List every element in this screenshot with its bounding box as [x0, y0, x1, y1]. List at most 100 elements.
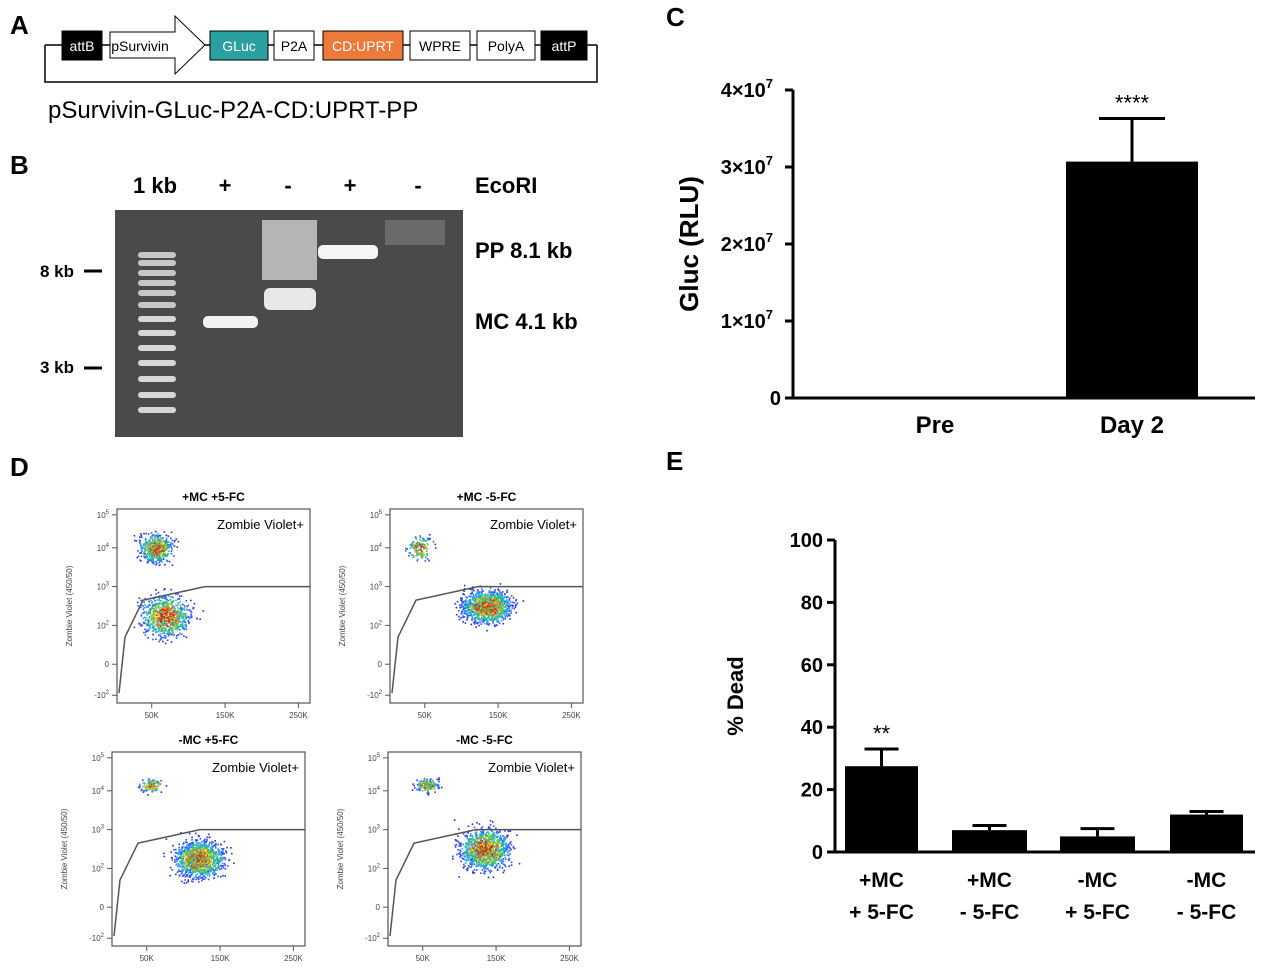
- event-dot: [185, 624, 187, 627]
- event-dot: [495, 624, 498, 626]
- event-dot: [151, 625, 154, 628]
- event-dot: [497, 589, 500, 592]
- event-dot: [171, 596, 173, 598]
- event-dot: [152, 556, 154, 558]
- event-dot: [486, 623, 488, 625]
- event-dot: [170, 856, 173, 859]
- event-dot: [175, 873, 177, 876]
- event-dot: [153, 556, 156, 559]
- event-dot: [501, 610, 503, 613]
- event-dot: [425, 540, 428, 542]
- event-dot: [164, 547, 166, 550]
- event-dot: [170, 541, 172, 544]
- event-dot: [203, 869, 206, 871]
- event-dot: [158, 616, 160, 619]
- event-dot: [144, 603, 146, 606]
- event-dot: [485, 599, 487, 602]
- event-dot: [470, 606, 473, 609]
- event-dot: [415, 554, 417, 557]
- event-dot: [491, 591, 494, 594]
- event-dot: [171, 604, 174, 607]
- event-dot: [492, 611, 494, 614]
- event-dot: [189, 875, 192, 878]
- event-dot: [172, 609, 174, 612]
- event-dot: [188, 862, 191, 864]
- event-dot: [177, 853, 180, 856]
- event-dot: [144, 557, 147, 559]
- construct-name: pSurvivin-GLuc-P2A-CD:UPRT-PP: [48, 97, 419, 124]
- y-tick-label: -102: [367, 690, 383, 700]
- event-dot: [476, 604, 479, 607]
- event-dot: [140, 625, 143, 627]
- event-dot: [154, 547, 157, 550]
- event-dot: [193, 849, 196, 851]
- event-dot: [148, 784, 150, 787]
- event-dot: [466, 610, 469, 613]
- event-dot: [192, 852, 194, 855]
- event-dot: [470, 623, 473, 626]
- event-dot: [175, 637, 178, 639]
- event-dot: [171, 618, 174, 621]
- event-dot: [153, 628, 155, 630]
- event-dot: [497, 593, 499, 596]
- event-dot: [149, 615, 152, 618]
- event-dot: [495, 596, 498, 599]
- event-dot: [143, 550, 146, 553]
- event-dot: [492, 606, 494, 609]
- event-dot: [213, 869, 216, 872]
- event-dot: [146, 549, 149, 552]
- event-dot: [184, 621, 187, 624]
- ladder-band: [138, 407, 176, 413]
- event-dot: [487, 607, 489, 610]
- event-dot: [486, 603, 489, 606]
- event-dot: [202, 857, 205, 859]
- event-dot: [184, 853, 187, 855]
- event-dot: [173, 615, 176, 618]
- event-dot: [415, 543, 418, 546]
- event-dot: [182, 874, 184, 877]
- event-dot: [194, 849, 197, 852]
- event-dot: [466, 602, 469, 605]
- event-dot: [208, 836, 211, 838]
- event-dot: [150, 559, 153, 562]
- y-tick-label: 1×107: [721, 307, 773, 333]
- event-dot: [176, 614, 178, 617]
- event-dot: [165, 623, 168, 626]
- event-dot: [203, 875, 206, 877]
- event-dot: [177, 617, 180, 620]
- y-tick-label: 0: [770, 388, 781, 410]
- event-dot: [213, 854, 215, 857]
- event-dot: [488, 606, 490, 608]
- event-dot: [413, 544, 415, 547]
- event-dot: [424, 543, 426, 546]
- event-dot: [146, 543, 149, 546]
- event-dot: [496, 830, 498, 833]
- event-dot: [484, 595, 487, 598]
- event-dot: [169, 874, 171, 877]
- event-dot: [466, 836, 468, 838]
- event-dot: [136, 601, 139, 604]
- event-dot: [498, 615, 501, 618]
- event-dot: [176, 860, 178, 863]
- event-dot: [154, 600, 156, 602]
- event-dot: [201, 861, 204, 863]
- event-dot: [156, 544, 159, 546]
- event-dot: [158, 556, 161, 559]
- event-dot: [151, 620, 154, 622]
- event-dot: [158, 547, 161, 549]
- event-dot: [467, 843, 470, 845]
- event-dot: [145, 543, 147, 546]
- event-dot: [161, 628, 163, 631]
- event-dot: [501, 591, 503, 594]
- event-dot: [157, 605, 160, 608]
- event-dot: [199, 854, 201, 857]
- event-dot: [476, 616, 479, 619]
- event-dot: [198, 844, 201, 847]
- event-dot: [190, 613, 193, 616]
- event-dot: [481, 617, 484, 619]
- event-dot: [462, 866, 465, 869]
- event-dot: [483, 619, 486, 621]
- event-dot: [471, 602, 474, 605]
- event-dot: [161, 627, 163, 629]
- event-dot: [200, 856, 203, 858]
